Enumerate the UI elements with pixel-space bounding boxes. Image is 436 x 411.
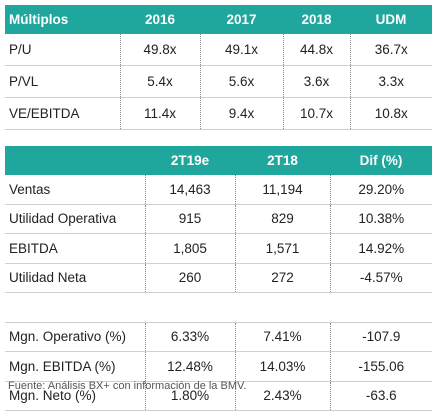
- cell: 3.3x: [349, 65, 432, 98]
- cell: Mgn. Neto (%): [5, 381, 145, 411]
- cell: 260: [144, 263, 235, 293]
- cell: 3.6x: [282, 65, 350, 98]
- cell: 915: [144, 204, 235, 234]
- cell: 272: [234, 263, 330, 293]
- cell: 49.1x: [199, 34, 283, 66]
- spacer-cell: [330, 292, 432, 323]
- results-table: 2T19e 2T18 Dif (%) Ventas 14,463 11,194 29.20%…: [5, 146, 432, 411]
- header-cell: 2T19e: [145, 146, 235, 175]
- header-cell: Dif (%): [330, 146, 432, 175]
- cell: 1,805: [144, 233, 235, 264]
- cell: 9.4x: [199, 97, 283, 130]
- spacer-cell: [235, 292, 330, 323]
- row: Mgn. Operativo (%) 6.33% 7.41% -107.9: [5, 322, 432, 352]
- cell: 11.4x: [119, 97, 200, 130]
- header-cell: 2018: [283, 5, 350, 34]
- cell: 12.48%: [144, 351, 235, 382]
- cell: 1,571: [234, 233, 330, 264]
- row: Utilidad Neta 260 272 -4.57%: [5, 263, 432, 293]
- cell: 44.8x: [282, 34, 350, 66]
- cell: -155.06: [329, 351, 432, 382]
- spacer-cell: [5, 292, 145, 323]
- cell: -107.9: [329, 322, 432, 352]
- cell: 29.20%: [329, 175, 432, 205]
- row: Utilidad Operativa 915 829 10.38%: [5, 204, 432, 234]
- cell: 49.8x: [119, 34, 200, 66]
- header-row: 2T19e 2T18 Dif (%): [5, 146, 432, 175]
- row: P/U 49.8x 49.1x 44.8x 36.7x: [5, 34, 432, 66]
- cell: 2.43%: [234, 381, 330, 411]
- cell: Mgn. Operativo (%): [5, 322, 145, 352]
- cell: Utilidad Neta: [5, 263, 145, 293]
- cell: 14.92%: [329, 233, 432, 264]
- header-row: Múltiplos 2016 2017 2018 UDM: [5, 5, 432, 34]
- header-cell: UDM: [350, 5, 432, 34]
- cell: EBITDA: [5, 233, 145, 264]
- header-cell: Múltiplos: [5, 5, 120, 34]
- header-cell: 2016: [120, 5, 200, 34]
- cell: -63.6: [329, 381, 432, 411]
- row: Mgn. EBITDA (%) 12.48% 14.03% -155.06: [5, 351, 432, 382]
- cell: 10.7x: [282, 97, 350, 130]
- spacer: [5, 292, 432, 323]
- row: Ventas 14,463 11,194 29.20%: [5, 175, 432, 205]
- header-cell: 2017: [200, 5, 283, 34]
- cell: 11,194: [234, 175, 330, 205]
- cell: 36.7x: [349, 34, 432, 66]
- spacer-cell: [145, 292, 235, 323]
- header-cell: 2T18: [235, 146, 330, 175]
- cell: Utilidad Operativa: [5, 204, 145, 234]
- footer: Fuente: Análisis BX+ con información de …: [8, 380, 247, 392]
- row: P/VL 5.4x 5.6x 3.6x 3.3x: [5, 65, 432, 98]
- cell: 14,463: [144, 175, 235, 205]
- cell: 10.8x: [349, 97, 432, 130]
- cell: 14.03%: [234, 351, 330, 382]
- cell: Mgn. EBITDA (%): [5, 351, 145, 382]
- header-cell: [5, 146, 145, 175]
- cell: 829: [234, 204, 330, 234]
- row: VE/EBITDA 11.4x 9.4x 10.7x 10.8x: [5, 97, 432, 130]
- cell: 5.6x: [199, 65, 283, 98]
- multiples-table: Múltiplos 2016 2017 2018 UDM P/U 49.8x 49.1x 44.…: [5, 5, 432, 130]
- cell: 6.33%: [144, 322, 235, 352]
- cell: Ventas: [5, 175, 145, 205]
- cell: 5.4x: [119, 65, 200, 98]
- row: EBITDA 1,805 1,571 14.92%: [5, 233, 432, 264]
- cell: 7.41%: [234, 322, 330, 352]
- cell: VE/EBITDA: [5, 97, 120, 130]
- cell: 10.38%: [329, 204, 432, 234]
- cell: P/U: [5, 34, 120, 66]
- cell: P/VL: [5, 65, 120, 98]
- cell: -4.57%: [329, 263, 432, 293]
